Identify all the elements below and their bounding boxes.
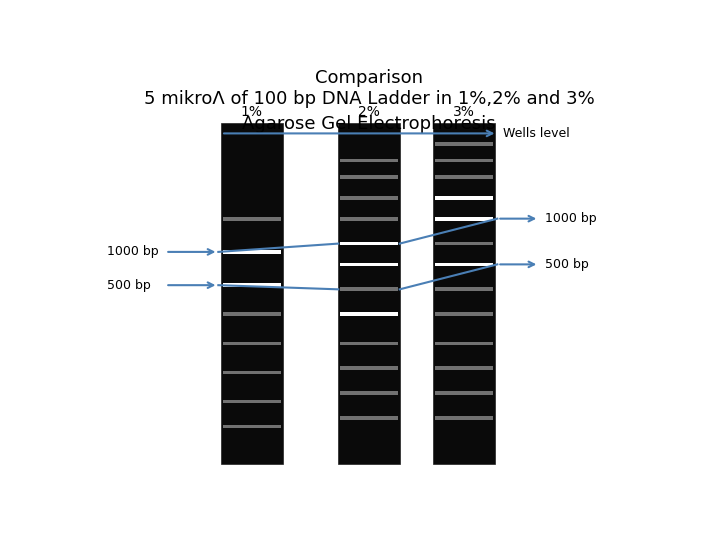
Text: 1000 bp: 1000 bp xyxy=(107,245,158,259)
Text: Agarose Gel Electrophoresis: Agarose Gel Electrophoresis xyxy=(242,114,496,133)
Bar xyxy=(435,159,493,163)
Bar xyxy=(340,262,398,266)
Bar xyxy=(340,196,398,200)
Bar xyxy=(435,392,493,395)
Bar xyxy=(435,196,493,200)
Bar xyxy=(435,175,493,179)
Bar xyxy=(340,341,398,345)
Bar xyxy=(340,313,398,316)
Bar xyxy=(435,341,493,345)
Bar xyxy=(435,313,493,316)
Bar xyxy=(340,217,398,220)
Bar xyxy=(340,287,398,291)
Bar xyxy=(221,123,282,464)
Bar xyxy=(222,313,281,316)
Text: 500 bp: 500 bp xyxy=(545,258,588,271)
Text: 1%: 1% xyxy=(240,105,263,119)
Text: 2%: 2% xyxy=(358,105,380,119)
Bar xyxy=(435,416,493,420)
Bar xyxy=(340,416,398,420)
Bar xyxy=(338,123,400,464)
Bar xyxy=(340,242,398,246)
Bar xyxy=(340,175,398,179)
Bar xyxy=(340,392,398,395)
Bar xyxy=(222,250,281,254)
Bar xyxy=(222,424,281,428)
Bar xyxy=(435,217,493,220)
Bar xyxy=(222,400,281,403)
Bar xyxy=(340,367,398,370)
Bar xyxy=(433,123,495,464)
Text: 5 mikroΛ of 100 bp DNA Ladder in 1%,2% and 3%: 5 mikroΛ of 100 bp DNA Ladder in 1%,2% a… xyxy=(143,90,595,108)
Bar xyxy=(435,262,493,266)
Bar xyxy=(222,370,281,374)
Bar xyxy=(222,284,281,287)
Bar xyxy=(340,159,398,163)
Bar xyxy=(435,287,493,291)
Bar xyxy=(222,217,281,220)
Bar xyxy=(222,341,281,345)
Text: Comparison: Comparison xyxy=(315,69,423,87)
Bar xyxy=(435,242,493,246)
Bar xyxy=(435,142,493,146)
Text: 3%: 3% xyxy=(453,105,474,119)
Text: 500 bp: 500 bp xyxy=(107,279,150,292)
Text: Wells level: Wells level xyxy=(503,127,570,140)
Text: 1000 bp: 1000 bp xyxy=(545,212,596,225)
Bar xyxy=(435,367,493,370)
